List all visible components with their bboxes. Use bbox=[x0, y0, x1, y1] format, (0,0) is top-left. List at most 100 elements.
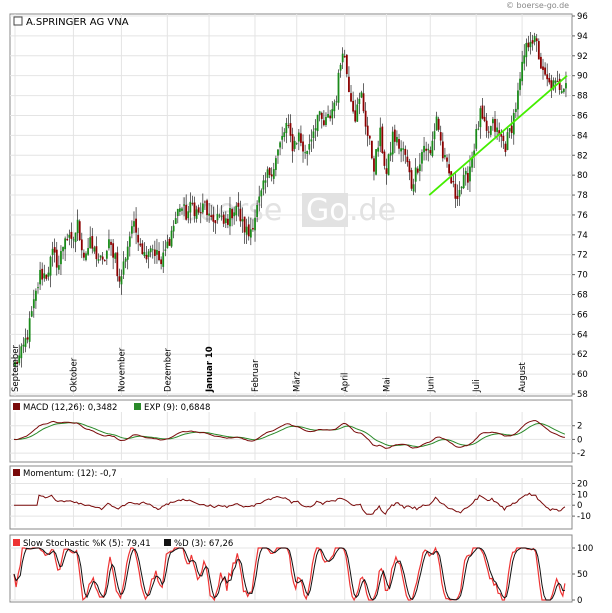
y-tick-label: -2 bbox=[577, 449, 585, 459]
candle-body bbox=[126, 246, 129, 260]
candle-body bbox=[187, 211, 190, 219]
month-label: Januar 10 bbox=[205, 346, 215, 393]
candle-body bbox=[506, 132, 509, 150]
candle-body bbox=[91, 236, 94, 249]
y-tick-label: 0 bbox=[577, 596, 582, 606]
macd-lines bbox=[13, 420, 566, 449]
candle-body bbox=[185, 204, 188, 220]
candle-body bbox=[396, 136, 398, 143]
candle-body bbox=[120, 276, 123, 285]
candle-body bbox=[206, 200, 208, 216]
candle-body bbox=[308, 143, 311, 150]
candle-body bbox=[527, 42, 530, 48]
candle-body bbox=[327, 114, 329, 118]
candle-body bbox=[218, 215, 221, 217]
candle-body bbox=[47, 272, 50, 277]
candle-body bbox=[101, 256, 104, 260]
candle-body bbox=[70, 231, 73, 239]
y-tick-label: 96 bbox=[577, 12, 588, 22]
candle-body bbox=[475, 129, 478, 149]
candle-body bbox=[352, 100, 355, 112]
candle-body bbox=[45, 274, 48, 279]
month-label: August bbox=[518, 362, 528, 392]
y-tick-label: 94 bbox=[577, 32, 588, 42]
y-tick-label: 58 bbox=[577, 390, 588, 400]
candle-body bbox=[266, 169, 269, 178]
candle-body bbox=[252, 228, 254, 230]
candle-body bbox=[14, 361, 16, 367]
candle-body bbox=[540, 56, 542, 69]
candle-body bbox=[287, 125, 290, 127]
candle-body bbox=[297, 132, 300, 142]
candle-body bbox=[427, 148, 430, 151]
candle-body bbox=[316, 114, 319, 132]
candle-body bbox=[421, 152, 423, 164]
candle-body bbox=[412, 184, 415, 192]
candle-body bbox=[404, 148, 407, 155]
candle-body bbox=[108, 239, 110, 249]
y-tick-label: 80 bbox=[577, 171, 588, 181]
candle-body bbox=[193, 202, 196, 217]
stoch-d-legend-swatch bbox=[164, 539, 171, 546]
y-tick-label: 88 bbox=[577, 92, 588, 102]
stochastic-panel: 0 50 100 Slow Stochastic %K (5): 79,41 %D … bbox=[9, 534, 593, 606]
candle-body bbox=[116, 252, 119, 277]
candle-body bbox=[143, 252, 146, 257]
candle-body bbox=[410, 170, 413, 189]
candle-body bbox=[450, 171, 453, 184]
candle-body bbox=[30, 311, 33, 317]
candle-body bbox=[489, 126, 492, 135]
candle-body bbox=[260, 190, 263, 197]
candle-body bbox=[118, 276, 121, 282]
legend-swatch bbox=[13, 16, 23, 26]
candle-body bbox=[535, 38, 538, 42]
candle-body bbox=[291, 134, 294, 152]
candle-body bbox=[245, 226, 248, 235]
candle-body bbox=[331, 109, 334, 119]
stoch-k-legend: Slow Stochastic %K (5): 79,41 bbox=[23, 539, 151, 549]
candle-body bbox=[137, 234, 140, 243]
candle-body bbox=[358, 98, 361, 105]
candle-body bbox=[343, 56, 346, 58]
candle-body bbox=[379, 127, 382, 147]
y-tick-label: -10 bbox=[577, 512, 591, 522]
candle-body bbox=[498, 130, 501, 134]
watermark-text-box: Go bbox=[306, 193, 348, 228]
candle-body bbox=[341, 53, 344, 63]
candle-body bbox=[99, 255, 102, 258]
momentum-lines bbox=[14, 492, 566, 515]
candle-body bbox=[523, 55, 526, 64]
candle-body bbox=[20, 346, 23, 359]
candle-body bbox=[320, 112, 323, 119]
candle-body bbox=[348, 76, 350, 93]
candle-body bbox=[277, 149, 279, 156]
candle-body bbox=[176, 209, 179, 217]
candle-body bbox=[285, 122, 288, 134]
candle-body bbox=[402, 148, 405, 150]
candle-body bbox=[249, 229, 252, 238]
candle-body bbox=[354, 110, 357, 122]
stoch-d-line bbox=[13, 547, 565, 601]
candle-body bbox=[97, 259, 100, 261]
macd-axis: -2 0 2 bbox=[572, 422, 585, 459]
candle-body bbox=[254, 217, 256, 231]
candle-body bbox=[18, 355, 21, 364]
macd-legend-swatch bbox=[13, 403, 20, 410]
y-tick-label: 76 bbox=[577, 211, 588, 221]
candle-body bbox=[460, 186, 463, 189]
candle-body bbox=[521, 61, 524, 82]
month-labels: September Oktober November Dezember Januar 1… bbox=[11, 345, 528, 393]
candle-body bbox=[519, 78, 521, 90]
candle-body bbox=[64, 238, 67, 250]
candle-body bbox=[281, 135, 284, 140]
candle-body bbox=[135, 218, 137, 233]
candle-body bbox=[279, 142, 281, 148]
candle-body bbox=[391, 131, 394, 155]
candle-body bbox=[49, 256, 52, 276]
month-label: Juli bbox=[472, 379, 482, 393]
month-label: September bbox=[11, 345, 21, 392]
candle-body bbox=[416, 168, 419, 173]
candle-body bbox=[76, 219, 79, 234]
candle-body bbox=[554, 80, 557, 83]
candle-body bbox=[183, 204, 185, 206]
